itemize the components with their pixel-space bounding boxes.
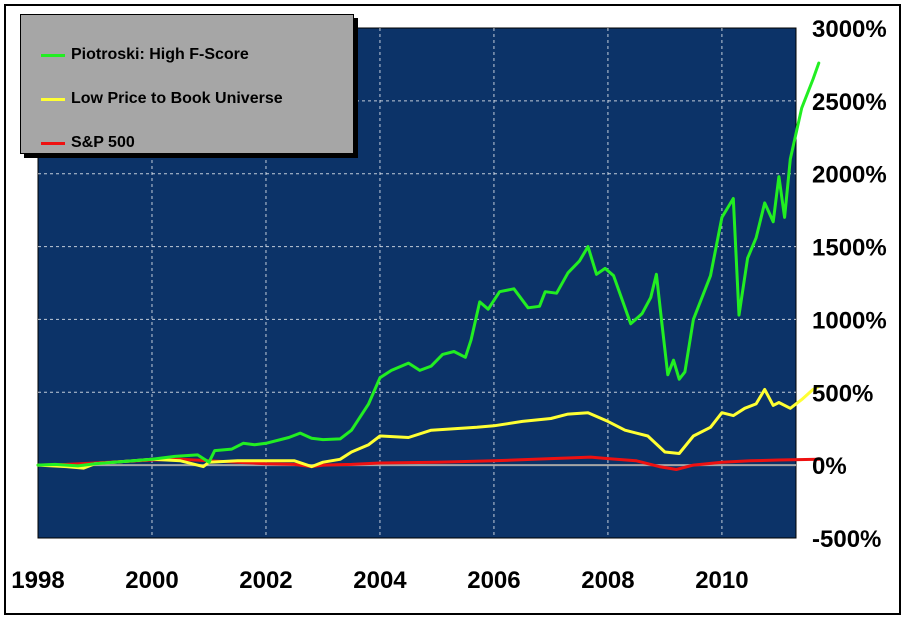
- x-tick-label: 2006: [467, 567, 520, 594]
- y-tick-label: 2000%: [812, 162, 887, 189]
- legend-item-piotroski: Piotroski: High F-Score: [41, 43, 249, 67]
- legend-label: Piotroski: High F-Score: [71, 46, 249, 63]
- series-line-piotroski: [36, 61, 821, 468]
- y-tick-label: 500%: [812, 380, 873, 407]
- y-axis-ticks: 3000% 2500% 2000% 1500% 1000% 500% 0% -500%: [812, 16, 887, 553]
- y-tick-label: 0%: [812, 453, 847, 480]
- y-tick-label: 2500%: [812, 89, 887, 116]
- x-tick-label: 2000: [125, 567, 178, 594]
- legend-label: Low Price to Book Universe: [71, 90, 283, 107]
- x-tick-label: 2002: [239, 567, 292, 594]
- y-tick-label: 1000%: [812, 307, 887, 334]
- x-tick-label: 1998: [11, 567, 64, 594]
- legend: Piotroski: High F-Score Low Price to Boo…: [20, 14, 354, 154]
- legend-swatch-sp500: [41, 141, 65, 145]
- legend-swatch-low-price-to-book: [41, 97, 65, 101]
- y-tick-label: 3000%: [812, 16, 887, 43]
- legend-item-sp500: S&P 500: [41, 131, 135, 155]
- series-lines: [36, 61, 821, 471]
- y-tick-label: 1500%: [812, 235, 887, 262]
- x-tick-label: 2008: [581, 567, 634, 594]
- x-tick-label: 2010: [695, 567, 748, 594]
- x-axis-ticks: 1998 2000 2002 2004 2006 2008 2010: [11, 567, 748, 594]
- legend-swatch-piotroski: [41, 53, 65, 57]
- x-tick-label: 2004: [353, 567, 407, 594]
- legend-label: S&P 500: [71, 134, 135, 151]
- y-tick-label: -500%: [812, 526, 881, 553]
- legend-item-low-price-to-book: Low Price to Book Universe: [41, 87, 283, 111]
- series-line-low-price-to-book: [36, 385, 821, 470]
